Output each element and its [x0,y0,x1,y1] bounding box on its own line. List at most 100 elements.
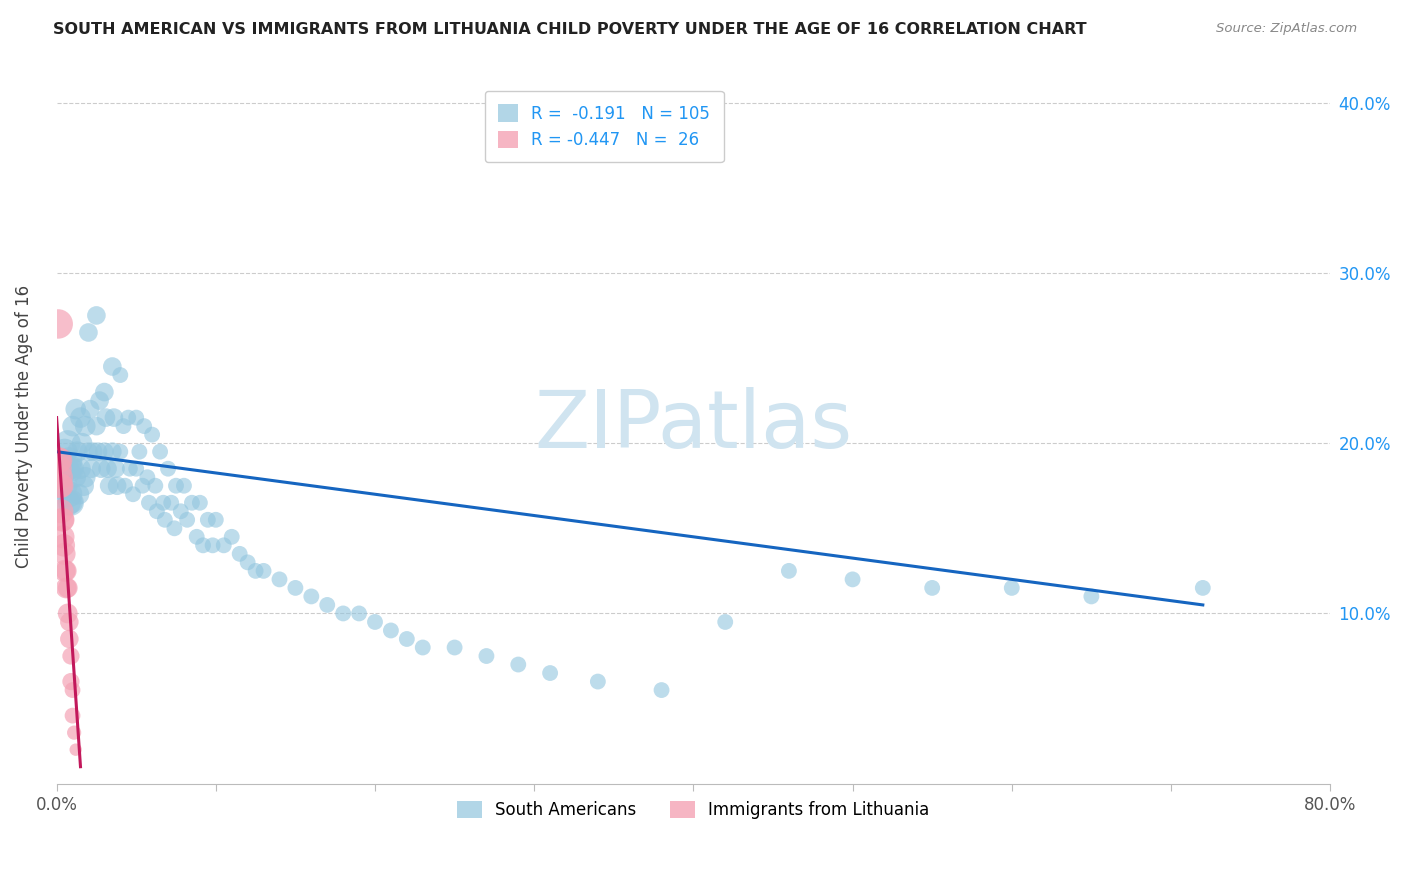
Point [1191,581,1213,595]
Point [170,504,193,518]
Point [53,547,76,561]
Point [131,479,153,493]
Point [93,385,115,400]
Point [69,410,91,425]
Point [55,564,77,578]
Point [62,496,84,510]
Point [79,402,101,417]
Point [56,436,79,450]
Point [77,444,100,458]
Point [80,461,103,475]
Point [87,444,110,458]
Point [186,530,208,544]
Point [62,461,84,475]
Point [48,461,70,475]
Point [921,581,943,595]
Point [62,683,84,698]
Point [125,461,148,475]
Point [1080,590,1102,604]
Point [160,496,183,510]
Point [98,479,121,493]
Point [90,461,112,475]
Point [62,419,84,434]
Point [412,640,434,655]
Point [101,444,124,458]
Point [136,470,159,484]
Point [153,513,176,527]
Point [299,590,322,604]
Point [163,521,186,535]
Point [284,581,307,595]
Point [173,479,195,493]
Point [56,496,79,510]
Point [59,461,82,475]
Point [152,496,174,510]
Point [67,487,90,501]
Point [165,479,187,493]
Point [181,496,204,510]
Text: ZIPatlas: ZIPatlas [534,387,852,465]
Point [75,470,97,484]
Point [66,444,89,458]
Point [443,640,465,655]
Point [364,615,387,629]
Point [56,581,79,595]
Point [228,547,250,561]
Point [117,410,139,425]
Point [204,513,226,527]
Point [122,487,145,501]
Point [538,666,561,681]
Point [59,496,82,510]
Point [128,444,150,458]
Point [65,402,87,417]
Text: SOUTH AMERICAN VS IMMIGRANTS FROM LITHUANIA CHILD POVERTY UNDER THE AGE OF 16 CO: SOUTH AMERICAN VS IMMIGRANTS FROM LITHUA… [53,22,1087,37]
Point [86,309,108,323]
Point [89,393,111,408]
Point [52,513,75,527]
Point [53,479,76,493]
Point [77,326,100,340]
Point [62,708,84,723]
Point [201,538,224,552]
Point [55,461,77,475]
Point [51,504,73,518]
Point [316,598,339,612]
Point [49,470,72,484]
Point [332,607,354,621]
Point [82,444,104,458]
Point [58,632,80,646]
Point [1001,581,1024,595]
Point [157,461,180,475]
Point [176,513,198,527]
Point [96,461,118,475]
Point [58,487,80,501]
Point [252,564,274,578]
Point [138,496,160,510]
Point [110,444,132,458]
Point [73,479,96,493]
Point [112,419,135,434]
Point [841,573,863,587]
Point [778,564,800,578]
Legend: South Americans, Immigrants from Lithuania: South Americans, Immigrants from Lithuan… [450,794,936,825]
Point [103,410,125,425]
Point [63,725,86,739]
Point [245,564,267,578]
Point [65,742,87,756]
Point [395,632,418,646]
Point [59,674,82,689]
Point [93,444,115,458]
Point [58,615,80,629]
Point [269,573,291,587]
Point [508,657,530,672]
Point [221,530,243,544]
Point [149,444,172,458]
Point [51,479,73,493]
Point [58,453,80,467]
Point [651,683,673,698]
Point [51,513,73,527]
Point [55,581,77,595]
Point [114,479,136,493]
Point [104,461,127,475]
Point [52,538,75,552]
